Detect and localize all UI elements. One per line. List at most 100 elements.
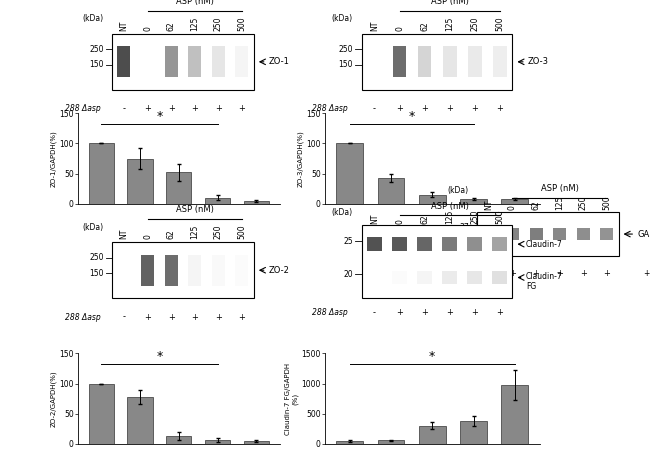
Bar (442, 271, 457, 284)
Bar (530, 228, 543, 241)
Text: 62: 62 (420, 21, 429, 31)
Text: +: + (471, 308, 478, 318)
Text: 288 Δasp: 288 Δasp (65, 313, 101, 322)
Bar (112, 34, 254, 90)
Text: NT: NT (484, 200, 493, 210)
Text: (kDa): (kDa) (332, 208, 353, 217)
Bar (205, 198, 230, 204)
Text: 500: 500 (237, 224, 246, 239)
Text: -: - (488, 269, 490, 278)
Text: 125: 125 (190, 16, 200, 31)
Text: 0: 0 (143, 26, 152, 31)
Bar (482, 228, 495, 241)
Bar (393, 46, 406, 77)
Bar (141, 255, 154, 286)
Text: 500: 500 (495, 210, 504, 224)
Bar (506, 228, 519, 241)
Bar (378, 178, 404, 204)
Bar (164, 255, 177, 286)
Bar (166, 173, 191, 204)
Text: 62: 62 (166, 229, 176, 239)
Y-axis label: ZO-1/GAPDH(%): ZO-1/GAPDH(%) (50, 130, 57, 187)
Bar (577, 228, 590, 241)
Bar (244, 201, 269, 204)
Y-axis label: Claudin-7 FG/GAPDH
(%): Claudin-7 FG/GAPDH (%) (285, 362, 299, 435)
Text: 0: 0 (395, 26, 404, 31)
Text: Claudin-7
FG: Claudin-7 FG (526, 272, 563, 291)
Bar (378, 440, 404, 444)
Bar (501, 199, 528, 204)
Bar (127, 159, 153, 204)
Text: +: + (446, 308, 453, 318)
Text: (kDa): (kDa) (448, 186, 469, 195)
Bar (460, 421, 487, 444)
Text: ASP (nM): ASP (nM) (431, 0, 469, 5)
Text: 288 Δasp: 288 Δasp (312, 104, 348, 113)
Text: (kDa): (kDa) (332, 14, 353, 23)
Bar (367, 271, 382, 284)
Text: 250: 250 (214, 224, 223, 239)
Bar (336, 441, 363, 444)
Bar (460, 199, 487, 204)
Text: +: + (144, 104, 151, 113)
Text: +: + (396, 308, 403, 318)
Text: +: + (580, 269, 586, 278)
Bar (118, 46, 131, 77)
Text: 125: 125 (445, 210, 454, 224)
Text: ZO-2: ZO-2 (269, 266, 290, 275)
Text: -: - (373, 308, 376, 318)
Text: +: + (509, 269, 516, 278)
Text: +: + (556, 269, 563, 278)
Bar (336, 144, 363, 204)
Bar (443, 46, 456, 77)
Bar (362, 226, 512, 299)
Bar (467, 271, 482, 284)
Text: +: + (603, 269, 610, 278)
Text: +: + (446, 104, 453, 113)
Text: 250: 250 (214, 16, 223, 31)
Bar (212, 46, 225, 77)
Text: 250: 250 (470, 210, 479, 224)
Text: ASP (nM): ASP (nM) (176, 205, 214, 214)
Text: 25: 25 (343, 236, 353, 246)
Bar (600, 228, 613, 241)
Bar (417, 271, 432, 284)
Bar (166, 436, 191, 444)
Text: +: + (471, 104, 478, 113)
Text: 125: 125 (190, 225, 200, 239)
Text: 288 Δasp: 288 Δasp (65, 104, 101, 113)
Text: NT: NT (120, 229, 129, 239)
Bar (553, 228, 566, 241)
Text: 0: 0 (143, 234, 152, 239)
Text: 62: 62 (420, 215, 429, 224)
Text: *: * (156, 111, 162, 123)
Bar (477, 212, 619, 256)
Bar (362, 34, 512, 90)
Text: +: + (144, 313, 151, 322)
Text: + 288 Δasp: + 288 Δasp (644, 269, 650, 278)
Bar (188, 46, 202, 77)
Text: 250: 250 (89, 45, 103, 54)
Text: +: + (239, 313, 246, 322)
Text: -: - (122, 313, 125, 322)
Text: 125: 125 (555, 196, 564, 210)
Text: ASP (nM): ASP (nM) (431, 202, 469, 211)
Text: 250: 250 (339, 45, 353, 54)
Bar (442, 237, 457, 251)
Text: +: + (191, 104, 198, 113)
Text: NT: NT (370, 20, 379, 31)
Text: 250: 250 (578, 196, 588, 210)
Text: -: - (373, 104, 376, 113)
Text: 62: 62 (166, 21, 176, 31)
Text: (kDa): (kDa) (83, 223, 103, 231)
Bar (492, 271, 507, 284)
Y-axis label: ZO-3/GAPDH(%): ZO-3/GAPDH(%) (297, 130, 304, 187)
Text: +: + (191, 313, 198, 322)
Y-axis label: ZO-2/GAPDH(%): ZO-2/GAPDH(%) (50, 371, 57, 427)
Text: 150: 150 (89, 60, 103, 69)
Text: -: - (122, 104, 125, 113)
Text: +: + (496, 308, 503, 318)
Bar (419, 195, 446, 204)
Text: 150: 150 (89, 269, 103, 278)
Bar (112, 242, 254, 299)
